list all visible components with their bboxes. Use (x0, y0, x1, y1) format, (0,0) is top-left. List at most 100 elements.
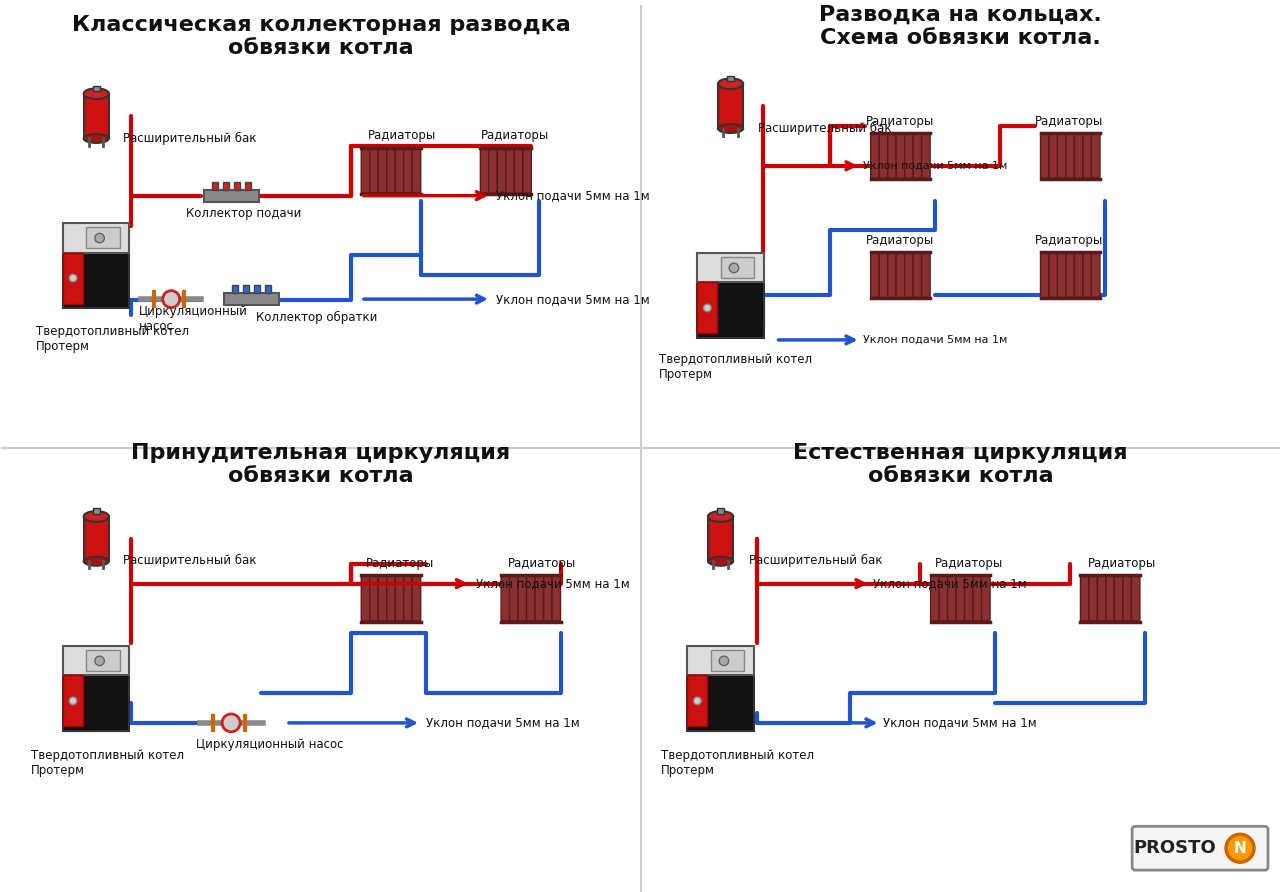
Text: Уклон подачи 5мм на 1м: Уклон подачи 5мм на 1м (883, 716, 1037, 730)
Bar (1080, 575, 1140, 622)
Bar (211, 182, 218, 190)
Bar (480, 147, 531, 194)
FancyBboxPatch shape (913, 134, 922, 178)
Bar (687, 675, 754, 731)
Circle shape (719, 657, 728, 665)
Ellipse shape (83, 134, 109, 143)
FancyBboxPatch shape (922, 134, 931, 178)
FancyBboxPatch shape (535, 576, 544, 621)
FancyBboxPatch shape (922, 253, 931, 298)
Text: Расширительный бак: Расширительный бак (749, 554, 882, 567)
FancyBboxPatch shape (378, 576, 387, 621)
FancyBboxPatch shape (396, 149, 403, 193)
FancyBboxPatch shape (412, 576, 421, 621)
Text: Радиаторы: Радиаторы (1088, 558, 1156, 570)
FancyBboxPatch shape (905, 134, 913, 178)
FancyBboxPatch shape (500, 576, 509, 621)
FancyBboxPatch shape (403, 576, 412, 621)
Text: Радиаторы: Радиаторы (865, 114, 933, 128)
Bar (243, 285, 248, 293)
Bar (727, 76, 735, 81)
Text: Уклон подачи 5мм на 1м: Уклон подачи 5мм на 1м (476, 577, 630, 591)
Bar (687, 646, 754, 675)
FancyBboxPatch shape (1132, 826, 1268, 870)
FancyBboxPatch shape (1083, 134, 1092, 178)
FancyBboxPatch shape (403, 149, 412, 193)
Bar (253, 285, 260, 293)
Bar (234, 182, 239, 190)
FancyBboxPatch shape (1092, 134, 1100, 178)
FancyBboxPatch shape (506, 149, 515, 193)
Ellipse shape (83, 557, 109, 566)
FancyBboxPatch shape (1050, 134, 1057, 178)
FancyBboxPatch shape (1083, 253, 1092, 298)
FancyBboxPatch shape (526, 576, 535, 621)
FancyBboxPatch shape (378, 149, 387, 193)
Text: Уклон подачи 5мм на 1м: Уклон подачи 5мм на 1м (426, 716, 580, 730)
Bar (83, 94, 109, 138)
Text: Коллектор обратки: Коллектор обратки (256, 310, 378, 324)
Text: Естественная циркуляция
обвязки котла: Естественная циркуляция обвязки котла (794, 442, 1128, 486)
FancyBboxPatch shape (396, 576, 403, 621)
Text: Твердотопливный котел
Протерм: Твердотопливный котел Протерм (31, 748, 184, 777)
FancyBboxPatch shape (1089, 576, 1097, 621)
Circle shape (69, 697, 77, 705)
Text: Радиаторы: Радиаторы (936, 558, 1004, 570)
Text: Радиаторы: Радиаторы (508, 558, 576, 570)
FancyBboxPatch shape (1074, 134, 1083, 178)
Circle shape (69, 274, 77, 282)
Text: PROSTO: PROSTO (1134, 839, 1216, 857)
FancyBboxPatch shape (870, 134, 879, 178)
FancyBboxPatch shape (498, 149, 506, 193)
FancyBboxPatch shape (387, 149, 396, 193)
Circle shape (730, 263, 739, 273)
Bar (500, 575, 561, 622)
FancyBboxPatch shape (522, 149, 531, 193)
FancyBboxPatch shape (1057, 253, 1066, 298)
Text: Твердотопливный котел
Протерм: Твердотопливный котел Протерм (36, 325, 189, 353)
FancyBboxPatch shape (509, 576, 518, 621)
FancyBboxPatch shape (361, 149, 370, 193)
Text: Разводка на кольцах.
Схема обвязки котла.: Разводка на кольцах. Схема обвязки котла… (819, 5, 1102, 48)
FancyBboxPatch shape (1097, 576, 1106, 621)
FancyBboxPatch shape (1041, 253, 1050, 298)
FancyBboxPatch shape (879, 253, 887, 298)
Bar (224, 293, 279, 305)
Circle shape (163, 291, 179, 308)
FancyBboxPatch shape (940, 576, 947, 621)
FancyBboxPatch shape (480, 149, 489, 193)
FancyBboxPatch shape (361, 576, 370, 621)
Bar (83, 516, 109, 561)
Text: Расширительный бак: Расширительный бак (123, 131, 257, 145)
FancyBboxPatch shape (870, 253, 879, 298)
Text: Принудительная циркуляция
обвязки котла: Принудительная циркуляция обвязки котла (132, 442, 511, 486)
Ellipse shape (718, 124, 744, 133)
Circle shape (1226, 834, 1254, 863)
Ellipse shape (83, 511, 109, 522)
FancyBboxPatch shape (1132, 576, 1140, 621)
Bar (698, 252, 764, 283)
Bar (63, 646, 129, 675)
Bar (92, 86, 100, 91)
Text: N: N (1234, 841, 1247, 855)
Ellipse shape (83, 88, 109, 99)
Text: Радиаторы: Радиаторы (865, 234, 933, 247)
FancyBboxPatch shape (1050, 253, 1057, 298)
FancyBboxPatch shape (896, 134, 905, 178)
Circle shape (704, 304, 712, 311)
FancyBboxPatch shape (544, 576, 552, 621)
FancyBboxPatch shape (887, 253, 896, 298)
Text: Расширительный бак: Расширительный бак (758, 121, 891, 135)
Bar (870, 133, 931, 179)
Circle shape (95, 234, 105, 243)
Text: Уклон подачи 5мм на 1м: Уклон подачи 5мм на 1м (873, 577, 1027, 591)
FancyBboxPatch shape (1066, 253, 1074, 298)
Bar (717, 508, 724, 514)
Text: Классическая коллекторная разводка
обвязки котла: Классическая коллекторная разводка обвяз… (72, 15, 571, 58)
FancyBboxPatch shape (1115, 576, 1123, 621)
FancyBboxPatch shape (879, 134, 887, 178)
Bar (870, 252, 931, 299)
Bar (244, 182, 251, 190)
FancyBboxPatch shape (370, 576, 378, 621)
FancyBboxPatch shape (518, 576, 526, 621)
